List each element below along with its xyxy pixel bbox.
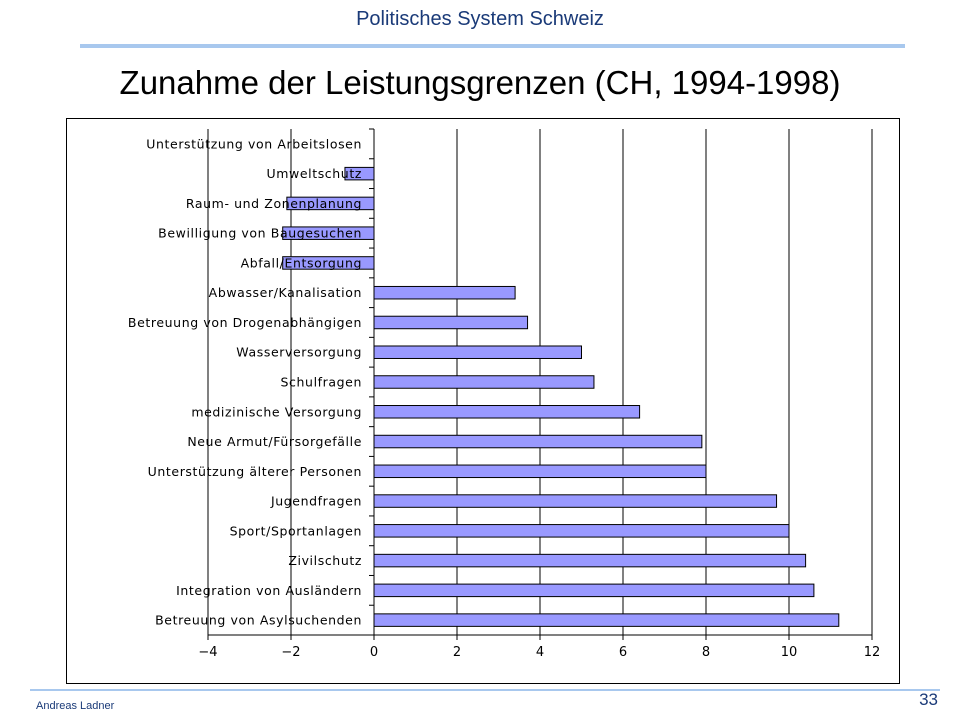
category-label-9: medizinische Versorgung [191,404,362,419]
header-divider [80,44,905,48]
category-label-12: Jugendfragen [270,494,362,509]
bar-chart: Unterstützung von Arbeitslosen Umweltschu… [128,128,881,660]
bar-14 [373,553,807,568]
value-tick-label-7: 10 [781,645,798,660]
bar-6 [373,315,529,330]
bar-10 [373,434,703,449]
category-label-5: Abwasser/Kanalisation [209,285,362,300]
value-tick-label-5: 6 [619,645,627,660]
category-label-3: Bewilligung von Baugesuchen [158,226,362,241]
value-tick-label-1: −2 [281,645,300,660]
category-label-8: Schulfragen [281,375,362,390]
value-tick-label-6: 8 [702,645,710,660]
bar-16 [373,613,840,627]
value-tick-label-0: −4 [198,645,217,660]
category-label-13: Sport/Sportanlagen [230,523,362,538]
bar-11 [373,464,707,479]
category-label-0: Unterstützung von Arbeitslosen [146,136,362,151]
category-label-1: Umweltschutz [266,166,362,181]
value-tick-label-2: 0 [370,645,378,660]
bar-8 [373,375,595,389]
value-tick-label-8: 12 [864,645,881,660]
bar-15 [373,583,815,598]
bar-12 [373,494,778,508]
value-tick-label-3: 2 [453,645,461,660]
category-label-16: Betreuung von Asylsuchenden [155,613,362,628]
category-label-2: Raum- und Zonenplanung [186,196,362,211]
bar-7 [373,345,582,359]
category-label-15: Integration von Ausländern [176,583,362,598]
chart-area: Unterstützung von Arbeitslosen Umweltschu… [66,118,900,684]
bar-9 [373,405,641,419]
category-label-6: Betreuung von Drogenabhängigen [128,315,362,330]
page-number: 33 [919,690,938,709]
author-name: Andreas Ladner [36,700,115,712]
category-label-11: Unterstützung älterer Personen [148,464,362,479]
category-label-10: Neue Armut/Fürsorgefälle [187,434,362,449]
value-tick-label-4: 4 [536,645,544,660]
category-label-7: Wasserversorgung [236,345,362,360]
slide-title: Zunahme der Leistungsgrenzen (CH, 1994-1… [119,64,841,101]
category-label-14: Zivilschutz [288,553,362,568]
category-label-4: Abfall/Entsorgung [241,255,362,270]
footer-divider [30,689,940,691]
bar-5 [373,285,516,300]
presentation-title: Politisches System Schweiz [356,8,604,30]
bar-13 [373,524,790,538]
